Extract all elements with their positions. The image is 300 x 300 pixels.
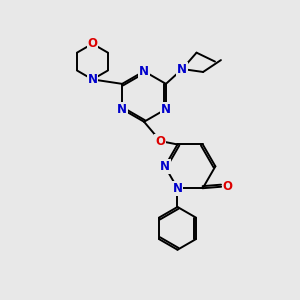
Text: O: O bbox=[223, 180, 233, 193]
Text: N: N bbox=[160, 160, 170, 173]
Text: N: N bbox=[172, 182, 182, 195]
Text: N: N bbox=[139, 65, 149, 78]
Text: N: N bbox=[88, 73, 98, 86]
Text: N: N bbox=[177, 62, 187, 76]
Text: O: O bbox=[155, 135, 165, 148]
Text: O: O bbox=[88, 37, 98, 50]
Text: N: N bbox=[117, 103, 127, 116]
Text: N: N bbox=[161, 103, 171, 116]
